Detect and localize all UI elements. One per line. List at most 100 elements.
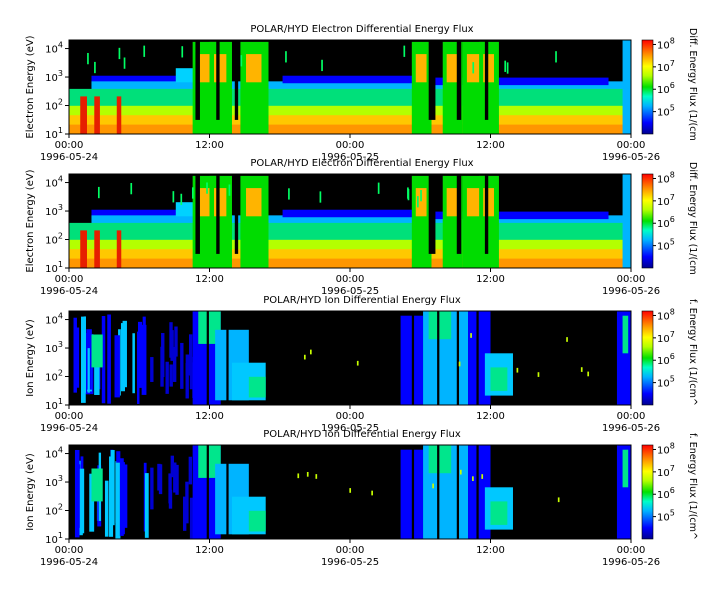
spectrogram-cell: [420, 189, 422, 202]
colorbar: [641, 310, 654, 406]
spectrogram-cell: [185, 481, 189, 524]
y-tick-label: 104: [45, 41, 63, 56]
spectrogram-cell: [349, 488, 352, 493]
spectrogram-cell: [172, 191, 175, 203]
spectrogram-cell: [216, 174, 220, 254]
colorbar-label: Diff. Energy Flux (1/(cm: [687, 28, 698, 141]
spectrogram-cell: [173, 462, 177, 493]
spectrogram-cell: [472, 476, 474, 481]
date-label: 1996-05-25: [321, 557, 379, 568]
spectrogram-cell: [174, 326, 178, 357]
date-label: 1996-05-24: [40, 557, 98, 568]
spectrogram-cell: [69, 124, 631, 134]
colorbar-tick-label: 107: [657, 59, 675, 74]
y-tick-label: 103: [45, 340, 63, 355]
colorbar-tick-label: 107: [657, 193, 675, 208]
spectrogram-cell: [141, 324, 147, 395]
spectrogram-cell: [580, 367, 583, 372]
spectrogram-cell: [303, 354, 306, 360]
spectrogram-cell: [417, 196, 419, 208]
spectrogram-cell: [456, 40, 462, 120]
spectrogram-cell: [226, 311, 229, 405]
colorbar: [641, 444, 654, 540]
spectrogram-cell: [484, 40, 489, 120]
spectrogram-cell: [69, 115, 631, 127]
spectrogram-cell: [94, 96, 100, 134]
y-tick-label: 101: [45, 397, 63, 412]
spectrogram-cell: [191, 187, 194, 199]
spectrogram-cell: [228, 184, 231, 196]
spectrogram-cell: [456, 311, 460, 405]
spectrogram-image: [69, 40, 631, 134]
spectrogram-cell: [180, 193, 183, 206]
spectrogram-cell: [411, 445, 415, 539]
spectrogram-cell: [87, 348, 90, 393]
spectrogram-cell: [73, 317, 77, 393]
spectrogram-cell: [97, 186, 100, 199]
x-tick-label: 00:00: [55, 274, 84, 285]
spectrogram-cell: [423, 77, 609, 86]
spectrogram-cell: [206, 311, 209, 405]
spectrogram-cell: [213, 188, 227, 217]
spectrogram-cell: [197, 54, 212, 83]
spectrogram-cell: [555, 51, 557, 63]
colorbar-tick-label: 105: [657, 509, 675, 524]
x-tick-label: 00:00: [617, 274, 646, 285]
spectrogram-cell: [428, 40, 436, 120]
spectrogram-cell: [104, 480, 109, 537]
spectrogram-cell: [169, 364, 173, 387]
spectrogram-cell: [415, 54, 427, 83]
date-label: 1996-05-25: [321, 286, 379, 297]
colorbar-tick-label: 105: [657, 375, 675, 390]
spectrogram-cell: [122, 464, 128, 528]
colorbar-tick-label: 108: [657, 441, 675, 456]
spectrogram-cell: [91, 81, 631, 93]
spectrogram-cell: [481, 474, 484, 479]
spectrogram-cell: [116, 230, 122, 268]
x-tick-label: 00:00: [617, 140, 646, 151]
y-tick-label: 103: [45, 69, 63, 84]
spectrogram-cell: [195, 40, 200, 120]
date-label: 1996-05-25: [321, 152, 379, 163]
colorbar-tick-label: 106: [657, 215, 675, 230]
spectrogram-cell: [297, 473, 300, 479]
spectrogram-cell: [169, 322, 173, 358]
spectrogram-cell: [132, 333, 135, 394]
spectrogram-cell: [91, 215, 631, 227]
spectrogram-cell: [428, 174, 436, 254]
spectrogram-cell: [226, 445, 229, 539]
colorbar-tick-label: 108: [657, 307, 675, 322]
spectrogram-cell: [87, 52, 89, 65]
date-label: 1996-05-24: [40, 152, 98, 163]
spectrogram-cell: [110, 449, 115, 526]
x-tick-label: 00:00: [55, 545, 84, 556]
spectrogram-cell: [114, 335, 120, 398]
colorbar-tick-label: 106: [657, 486, 675, 501]
spectrogram-cell: [248, 376, 266, 398]
spectrogram-cell: [282, 209, 424, 218]
spectrogram-cell: [557, 497, 560, 503]
y-tick-label: 104: [45, 175, 63, 190]
colorbar-label: f. Energy Flux (1/(cm^: [687, 299, 698, 406]
date-label: 1996-05-26: [602, 286, 660, 297]
colorbar-tick-label: 106: [657, 352, 675, 367]
spectrogram-cell: [504, 60, 507, 72]
spectrogram-cell: [423, 211, 609, 220]
spectrogram-cell: [182, 496, 187, 531]
x-tick-label: 12:00: [476, 140, 505, 151]
spectrogram-cell: [315, 474, 318, 479]
spectrogram-cell: [566, 337, 568, 342]
colorbar-tick-label: 106: [657, 81, 675, 96]
y-tick-label: 101: [45, 260, 63, 275]
spectrogram-cell: [622, 40, 631, 134]
spectrogram-cell: [69, 222, 631, 242]
y-tick-label: 102: [45, 369, 63, 384]
panel-title: POLAR/HYD Electron Differential Energy F…: [250, 24, 473, 35]
colorbar-tick-label: 107: [657, 464, 675, 479]
spectrogram-cell: [118, 47, 121, 60]
spectrogram-cell: [69, 88, 631, 108]
spectrogram-cell: [483, 188, 495, 217]
spectrogram-cell: [622, 449, 629, 488]
spectrogram-cell: [309, 349, 312, 355]
spectrogram-image: [69, 445, 631, 539]
